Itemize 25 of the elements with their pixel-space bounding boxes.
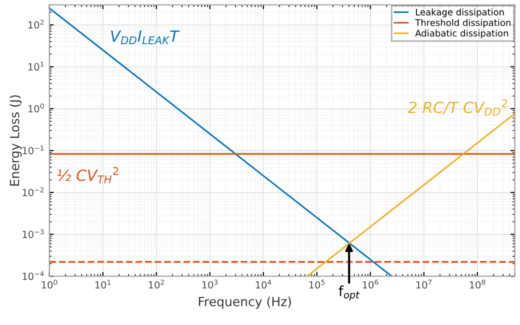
y-axis-title: Energy Loss (J) <box>10 95 22 186</box>
legend-label: Adiabatic dissipation <box>415 30 508 38</box>
annotation: f$_{opt}$ <box>338 286 360 300</box>
y-tick-label: 10$^{−3}$ <box>22 229 44 238</box>
x-tick-label: 10$^{6}$ <box>362 280 378 289</box>
y-tick-label: 10$^{0}$ <box>28 104 44 112</box>
x-tick-label: 10$^{2}$ <box>148 280 164 289</box>
y-tick-label: 10$^{2}$ <box>28 20 44 29</box>
y-tick-label: 10$^{−1}$ <box>22 146 44 154</box>
x-tick-label: 10$^{5}$ <box>309 280 325 289</box>
annotation: V$_{DD}$I$_{LEAK}$T <box>111 30 180 44</box>
x-axis-title: Frequency (Hz) <box>198 296 291 309</box>
y-tick-label: 10$^{−2}$ <box>22 187 44 196</box>
x-tick-label: 10$^{1}$ <box>95 280 111 289</box>
x-tick-label: 10$^{3}$ <box>202 280 218 289</box>
x-tick-label: 10$^{7}$ <box>416 280 432 289</box>
y-tick-label: 10$^{1}$ <box>28 62 44 71</box>
x-tick-label: 10$^{4}$ <box>256 280 272 289</box>
y-tick-label: 10$^{−4}$ <box>22 271 44 280</box>
x-tick-label: 10$^{0}$ <box>42 280 58 289</box>
x-tick-label: 10$^{8}$ <box>470 280 486 289</box>
annotation: 2 RC/T CV$_{DD}$$^{2}$ <box>408 99 507 116</box>
annotation: ½ CV$_{TH}$$^{2}$ <box>57 167 118 184</box>
legend-label: Leakage dissipation <box>416 8 504 18</box>
legend-label: Threshold dissipation <box>415 19 510 28</box>
